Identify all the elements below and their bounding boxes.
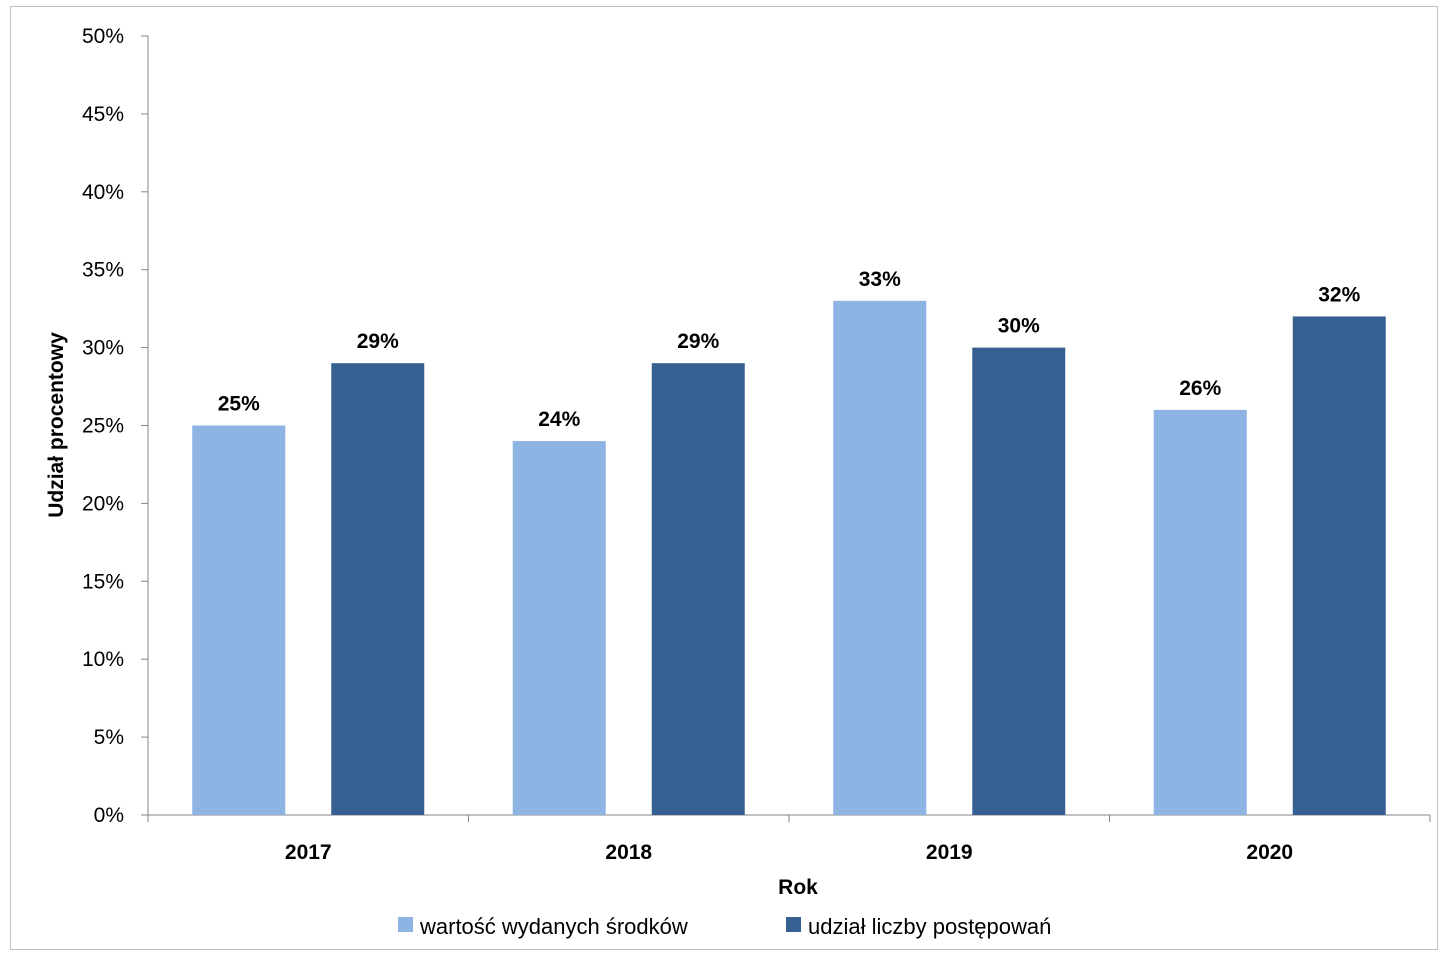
legend-swatch-series-2	[786, 917, 801, 932]
x-tick-label: 2017	[285, 841, 332, 864]
bar-2017-series-1	[192, 425, 286, 815]
bar-2018-series-1	[512, 441, 606, 815]
x-axis: 2017 2018 2019 2020	[147, 814, 1431, 864]
y-tick-label: 20%	[82, 492, 124, 515]
y-axis-title: Udział procentowy	[45, 332, 68, 518]
bar-2020-series-2	[1292, 316, 1386, 815]
y-tick-label: 40%	[82, 181, 124, 204]
legend-label-series-1: wartość wydanych środków	[419, 914, 688, 939]
y-tick-label: 5%	[94, 726, 124, 749]
y-tick-label: 45%	[82, 103, 124, 126]
data-label: 26%	[1179, 377, 1221, 400]
y-tick-label: 25%	[82, 415, 124, 438]
legend-label-series-2: udział liczby postępowań	[808, 914, 1051, 939]
data-label: 32%	[1318, 283, 1360, 306]
y-tick-label: 0%	[94, 804, 124, 827]
x-tick-label: 2018	[605, 841, 652, 864]
data-label: 33%	[859, 268, 901, 291]
data-label: 25%	[218, 393, 260, 416]
bars	[192, 300, 1386, 815]
bar-2019-series-1	[833, 300, 927, 815]
bar-2017-series-2	[331, 363, 425, 815]
legend-swatch-series-1	[398, 917, 413, 932]
data-label: 30%	[998, 315, 1040, 338]
x-axis-title: Rok	[778, 876, 818, 899]
data-label: 29%	[677, 330, 719, 353]
data-labels: 25% 29% 24% 29% 33% 30% 26% 32%	[218, 268, 1361, 431]
y-tick-label: 35%	[82, 259, 124, 282]
bar-2018-series-2	[651, 363, 745, 815]
y-tick-label: 30%	[82, 337, 124, 360]
bar-2020-series-1	[1153, 409, 1247, 815]
y-tick-label: 15%	[82, 570, 124, 593]
data-label: 29%	[357, 330, 399, 353]
x-tick-label: 2020	[1246, 841, 1293, 864]
x-tick-label: 2019	[926, 841, 973, 864]
y-axis: 0% 5% 10% 15% 20% 25% 30% 35% 40% 45% 50%	[82, 25, 149, 827]
chart-frame	[10, 6, 1438, 950]
y-tick-label: 50%	[82, 25, 124, 48]
bar-2019-series-2	[972, 347, 1066, 815]
legend: wartość wydanych środków udział liczby p…	[398, 914, 1051, 939]
y-tick-label: 10%	[82, 648, 124, 671]
data-label: 24%	[538, 408, 580, 431]
